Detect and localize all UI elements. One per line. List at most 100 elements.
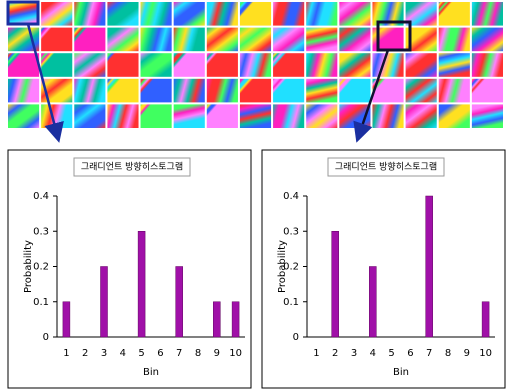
orientation-cell <box>141 28 172 52</box>
x-tick-label: 4 <box>120 348 126 359</box>
orientation-cell <box>339 79 370 103</box>
orientation-cell <box>439 79 470 103</box>
x-tick-label: 6 <box>407 348 413 359</box>
y-tick-label: 0.3 <box>33 226 49 237</box>
orientation-cell <box>74 104 105 128</box>
orientation-cell <box>74 28 105 52</box>
orientation-cell <box>273 2 304 26</box>
x-tick-label: 5 <box>138 348 144 359</box>
x-tick-label: 2 <box>82 348 88 359</box>
x-tick-label: 5 <box>388 348 394 359</box>
x-tick-label: 2 <box>332 348 338 359</box>
orientation-cell <box>141 53 172 77</box>
chart-title: 그래디언트 방향히스토그램 <box>335 161 437 173</box>
orientation-cell <box>339 53 370 77</box>
bar <box>138 231 145 337</box>
orientation-cell <box>174 28 205 52</box>
orientation-cell <box>472 28 503 52</box>
orientation-cell <box>8 53 39 77</box>
x-tick-label: 3 <box>101 348 107 359</box>
orientation-cell <box>306 2 337 26</box>
orientation-cell <box>8 104 39 128</box>
orientation-cell <box>207 28 238 52</box>
orientation-cell <box>41 2 72 26</box>
orientation-cell <box>141 79 172 103</box>
bar <box>482 302 489 337</box>
x-tick-label: 8 <box>445 348 451 359</box>
bar <box>369 267 376 338</box>
x-tick-label: 7 <box>176 348 182 359</box>
orientation-cell <box>439 2 470 26</box>
orientation-cell <box>273 53 304 77</box>
bar <box>176 267 183 338</box>
x-tick-label: 8 <box>195 348 201 359</box>
orientation-cell <box>240 104 271 128</box>
orientation-cell <box>472 104 503 128</box>
orientation-cell <box>306 28 337 52</box>
orientation-cell <box>207 79 238 103</box>
x-axis-label: Bin <box>143 367 159 378</box>
x-tick-label: 7 <box>426 348 432 359</box>
orientation-cell <box>273 79 304 103</box>
orientation-cell <box>8 79 39 103</box>
orientation-cell <box>207 104 238 128</box>
y-tick-label: 0.2 <box>33 262 49 273</box>
orientation-cell <box>174 53 205 77</box>
orientation-cell <box>273 104 304 128</box>
bar <box>232 302 239 337</box>
y-tick-label: 0 <box>293 332 299 343</box>
x-tick-label: 1 <box>63 348 69 359</box>
bar <box>101 267 108 338</box>
bar <box>213 302 220 337</box>
bar <box>332 231 339 337</box>
chart-title: 그래디언트 방향히스토그램 <box>81 161 183 173</box>
bar <box>426 196 433 337</box>
y-tick-label: 0.3 <box>283 226 299 237</box>
orientation-cell <box>41 53 72 77</box>
orientation-cell <box>339 2 370 26</box>
orientation-cell <box>174 104 205 128</box>
orientation-cell <box>406 104 437 128</box>
x-axis-label: Bin <box>393 367 409 378</box>
orientation-cell <box>472 2 503 26</box>
orientation-cell <box>74 79 105 103</box>
orientation-cell <box>207 53 238 77</box>
x-tick-label: 1 <box>313 348 319 359</box>
x-tick-label: 3 <box>351 348 357 359</box>
orientation-cell <box>372 53 403 77</box>
x-tick-label: 4 <box>370 348 376 359</box>
x-tick-label: 9 <box>464 348 470 359</box>
x-tick-label: 10 <box>229 348 242 359</box>
x-tick-label: 10 <box>479 348 492 359</box>
orientation-cell <box>41 28 72 52</box>
orientation-cell <box>107 79 138 103</box>
orientation-cell <box>141 2 172 26</box>
orientation-cell <box>439 28 470 52</box>
orientation-cell <box>372 104 403 128</box>
orientation-cell <box>240 79 271 103</box>
orientation-cell <box>439 104 470 128</box>
orientation-cell <box>240 2 271 26</box>
orientation-cell <box>240 53 271 77</box>
y-tick-label: 0.4 <box>33 191 49 202</box>
orientation-cell <box>306 53 337 77</box>
orientation-cell <box>273 28 304 52</box>
orientation-cell <box>306 79 337 103</box>
orientation-cell <box>107 104 138 128</box>
x-tick-label: 6 <box>157 348 163 359</box>
orientation-map <box>8 2 503 128</box>
orientation-cell <box>41 104 72 128</box>
y-axis-label: Probability <box>277 240 288 293</box>
orientation-cell <box>240 28 271 52</box>
bar <box>63 302 70 337</box>
orientation-cell <box>406 79 437 103</box>
y-axis-label: Probability <box>23 240 34 293</box>
orientation-cell <box>74 53 105 77</box>
orientation-cell <box>306 104 337 128</box>
orientation-cell <box>107 28 138 52</box>
orientation-cell <box>439 53 470 77</box>
y-tick-label: 0.1 <box>33 297 49 308</box>
y-tick-label: 0.4 <box>283 191 299 202</box>
orientation-cell <box>74 2 105 26</box>
orientation-cell <box>107 53 138 77</box>
